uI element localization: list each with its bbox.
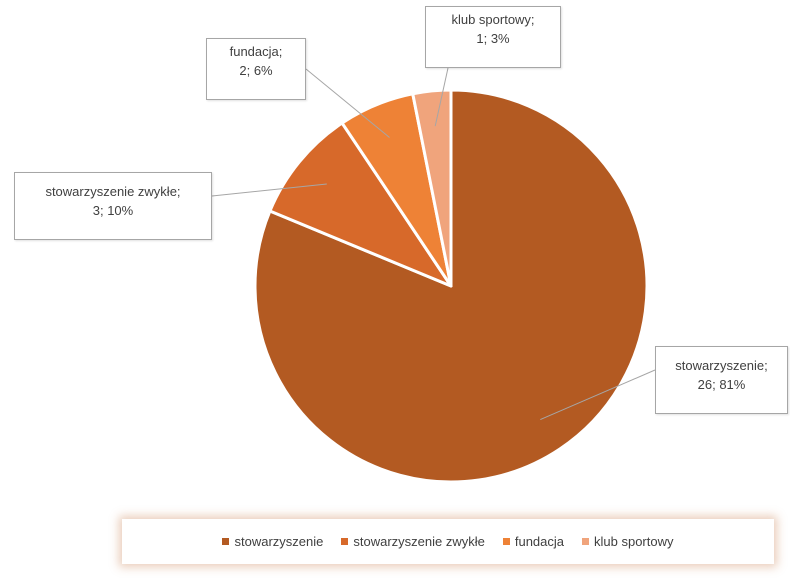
- pie-slices: [253, 88, 649, 484]
- data-label-stowarzyszenie-zwykle: stowarzyszenie zwykłe; 3; 10%: [14, 172, 212, 240]
- legend-item-klub-sportowy: klub sportowy: [582, 534, 674, 549]
- data-label-value: 1; 3%: [476, 31, 510, 46]
- legend-swatch: [582, 538, 590, 545]
- leader-lines: [211, 67, 656, 421]
- legend-item-stowarzyszenie: stowarzyszenie: [222, 534, 323, 549]
- leader-line-fundacja: [305, 68, 390, 138]
- data-label-stowarzyszenie: stowarzyszenie; 26; 81%: [655, 346, 788, 414]
- leader-line-klub-sportowy: [434, 67, 449, 127]
- legend: stowarzyszenie stowarzyszenie zwykłe fun…: [122, 519, 774, 564]
- legend-swatch: [222, 538, 230, 545]
- legend-item-fundacja: fundacja: [502, 534, 565, 549]
- legend-item-stowarzyszenie-zwykle: stowarzyszenie zwykłe: [341, 534, 485, 549]
- data-label-value: 26; 81%: [697, 377, 746, 392]
- leader-line-stowarzyszenie-zwykle: [211, 183, 327, 197]
- legend-swatch: [341, 538, 349, 545]
- legend-swatch: [502, 538, 510, 545]
- pie-slice-klub-sportowy: [411, 88, 453, 288]
- legend-label: klub sportowy: [594, 534, 674, 549]
- data-label-name: klub sportowy;: [451, 12, 535, 27]
- data-label-name: stowarzyszenie zwykłe;: [45, 184, 181, 199]
- legend-label: stowarzyszenie zwykłe: [353, 534, 485, 549]
- data-label-fundacja: fundacja; 2; 6%: [206, 38, 306, 100]
- legend-label: fundacja: [514, 534, 565, 549]
- data-label-value: 3; 10%: [92, 203, 134, 218]
- leader-line-stowarzyszenie: [540, 369, 656, 421]
- data-label-klub-sportowy: klub sportowy; 1; 3%: [425, 6, 561, 68]
- data-label-name: stowarzyszenie;: [675, 358, 768, 373]
- data-label-name: fundacja;: [229, 44, 283, 59]
- legend-label: stowarzyszenie: [234, 534, 324, 549]
- pie-slice-stowarzyszenie-zwykle: [268, 121, 453, 288]
- data-label-value: 2; 6%: [239, 63, 273, 78]
